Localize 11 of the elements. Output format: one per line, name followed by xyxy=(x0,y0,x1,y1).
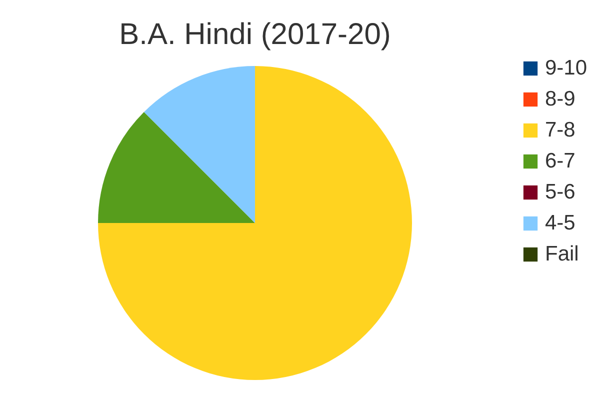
pie-slice xyxy=(98,66,412,380)
legend-label: 7-8 xyxy=(545,118,576,142)
pie-slice xyxy=(144,66,255,223)
legend-label: 5-6 xyxy=(545,180,576,204)
legend-label: 9-10 xyxy=(545,56,588,80)
legend-label: 6-7 xyxy=(545,150,576,172)
legend-label: 8-9 xyxy=(545,88,576,110)
legend-label: 4-5 xyxy=(545,212,576,234)
pie-slice xyxy=(98,112,255,223)
legend-label: Fail xyxy=(545,242,579,266)
chart-title: B.A. Hindi (2017-20) xyxy=(119,18,391,51)
